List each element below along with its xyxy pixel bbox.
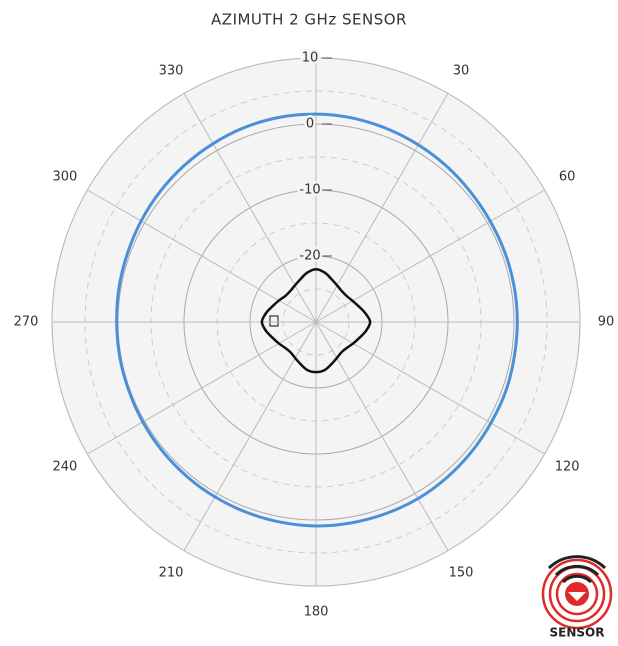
logo-arc <box>547 555 607 570</box>
spoke <box>315 189 545 323</box>
logo-arc <box>561 574 593 584</box>
device-icon <box>269 315 279 327</box>
r-tick-label: 10 <box>302 51 319 66</box>
theta-tick-label: 90 <box>598 315 615 330</box>
series-line <box>260 267 372 374</box>
logo-text: SENSOR <box>550 626 605 640</box>
spoke <box>183 321 317 551</box>
logo-ring <box>541 558 613 630</box>
theta-tick-label: 180 <box>304 605 329 620</box>
theta-tick-label: 330 <box>159 63 184 78</box>
logo: SENSOR <box>541 555 613 640</box>
theta-tick-label: 240 <box>52 460 77 475</box>
theta-tick-label: 150 <box>449 566 474 581</box>
r-tick-label: -10 <box>299 183 320 198</box>
logo-arc <box>554 564 600 577</box>
logo-ring <box>555 572 599 616</box>
theta-tick-label: 270 <box>14 315 39 330</box>
theta-tick-label: 60 <box>559 170 576 185</box>
r-tick-label: 0 <box>306 117 314 132</box>
theta-tick-label: 120 <box>555 460 580 475</box>
spoke <box>315 93 449 323</box>
spoke <box>315 321 449 551</box>
icon <box>269 315 279 327</box>
chart-title: AZIMUTH 2 GHz SENSOR <box>211 11 407 29</box>
r-tick-label: -20 <box>299 249 320 264</box>
theta-tick-label: 300 <box>52 170 77 185</box>
grid <box>51 57 581 587</box>
series-line <box>115 112 519 528</box>
theta-tick-label: 30 <box>453 63 470 78</box>
theta-tick-label: 210 <box>159 566 184 581</box>
spoke <box>183 93 317 323</box>
logo-mark <box>568 592 586 601</box>
